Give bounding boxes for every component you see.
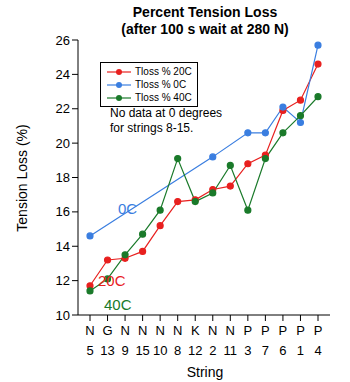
html-text:Tloss % 20C: Tloss % 20C bbox=[135, 66, 192, 77]
html-text:Tension Loss (%): Tension Loss (%) bbox=[14, 124, 30, 232]
svg-text:N: N bbox=[208, 323, 217, 338]
svg-text:P: P bbox=[261, 323, 270, 338]
svg-text:P: P bbox=[296, 323, 305, 338]
html-text:(after 100 s wait at 280 N): (after 100 s wait at 280 N) bbox=[121, 21, 289, 37]
svg-text:6: 6 bbox=[279, 343, 286, 358]
svg-text:G: G bbox=[102, 323, 112, 338]
svg-text:20: 20 bbox=[56, 136, 70, 151]
svg-text:3: 3 bbox=[244, 343, 251, 358]
svg-text:10: 10 bbox=[56, 308, 70, 323]
html-text:Percent Tension Loss: Percent Tension Loss bbox=[132, 4, 278, 20]
svg-text:16: 16 bbox=[56, 204, 70, 219]
html-text:0C: 0C bbox=[118, 200, 138, 217]
svg-text:P: P bbox=[244, 323, 253, 338]
svg-text:18: 18 bbox=[56, 170, 70, 185]
svg-text:N: N bbox=[138, 323, 147, 338]
svg-text:5: 5 bbox=[86, 343, 93, 358]
svg-text:24: 24 bbox=[56, 67, 70, 82]
html-text:Tloss % 40C: Tloss % 40C bbox=[135, 92, 192, 103]
svg-text:1: 1 bbox=[297, 343, 304, 358]
svg-text:N: N bbox=[155, 323, 164, 338]
svg-text:8: 8 bbox=[174, 343, 181, 358]
html-text:Tloss % 0C: Tloss % 0C bbox=[135, 79, 187, 90]
svg-text:N: N bbox=[173, 323, 182, 338]
svg-text:N: N bbox=[226, 323, 235, 338]
svg-text:12: 12 bbox=[188, 343, 202, 358]
svg-text:11: 11 bbox=[224, 343, 238, 358]
svg-text:P: P bbox=[279, 323, 288, 338]
svg-text:N: N bbox=[85, 323, 94, 338]
html-text:40C: 40C bbox=[104, 296, 132, 313]
svg-text:26: 26 bbox=[56, 33, 70, 48]
html-text:No data at 0 degrees: No data at 0 degrees bbox=[110, 106, 223, 120]
svg-text:K: K bbox=[191, 323, 200, 338]
svg-text:12: 12 bbox=[56, 273, 70, 288]
svg-text:10: 10 bbox=[153, 343, 167, 358]
svg-text:13: 13 bbox=[100, 343, 114, 358]
svg-text:P: P bbox=[314, 323, 323, 338]
svg-text:15: 15 bbox=[135, 343, 149, 358]
html-text:for strings 8-15.: for strings 8-15. bbox=[110, 121, 194, 135]
svg-text:7: 7 bbox=[262, 343, 269, 358]
html-text:String: String bbox=[186, 364, 224, 380]
svg-text:22: 22 bbox=[56, 101, 70, 116]
html-text:20C: 20C bbox=[98, 272, 126, 289]
svg-text:N: N bbox=[120, 323, 129, 338]
svg-text:4: 4 bbox=[314, 343, 321, 358]
svg-text:2: 2 bbox=[209, 343, 216, 358]
svg-text:14: 14 bbox=[56, 239, 70, 254]
svg-text:9: 9 bbox=[121, 343, 128, 358]
